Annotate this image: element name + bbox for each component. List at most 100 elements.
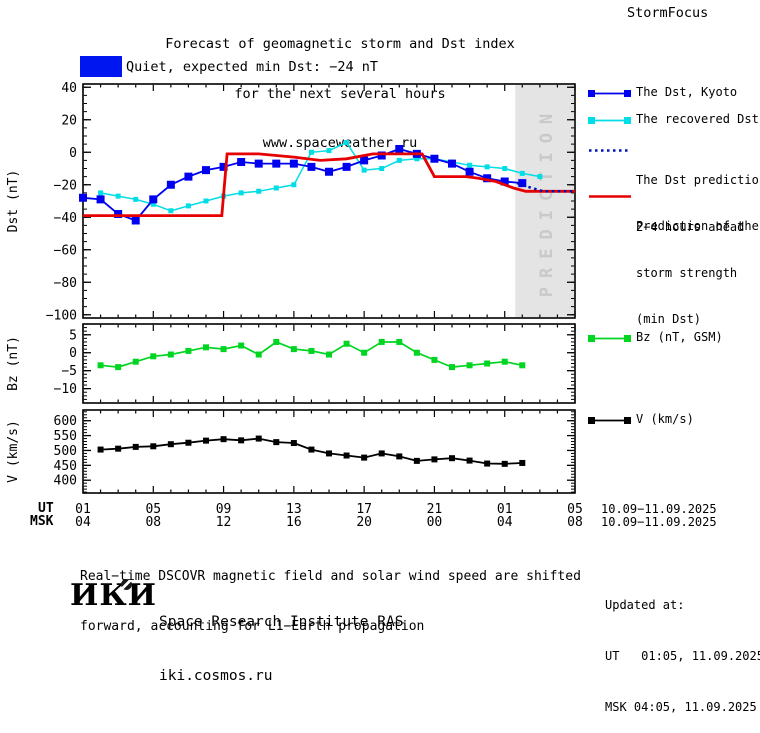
page-title: Forecast of geomagnetic storm and Dst in… (95, 3, 585, 168)
dst-kyoto-point (219, 162, 228, 171)
bz-point (150, 353, 157, 360)
dst-ytick-label: 40 (61, 81, 77, 96)
bz-point (378, 338, 385, 345)
v-point (308, 446, 315, 453)
dst-kyoto-point (500, 177, 509, 186)
legend-label: storm strength (636, 265, 738, 280)
dst-kyoto-point (114, 210, 123, 218)
bz-point (255, 351, 262, 358)
bz-point (431, 356, 438, 363)
dst-recovered-point (115, 193, 121, 199)
dst-ytick-label: −80 (54, 276, 77, 291)
dst-kyoto-point (377, 151, 386, 160)
v-point (167, 441, 174, 448)
msk-axis-prefix: MSK (30, 514, 54, 529)
series-dst-kyoto (82, 148, 523, 222)
series-dst-recovered (100, 141, 541, 212)
bz-point (203, 344, 209, 351)
v-point (115, 445, 122, 452)
dst-ytick-label: −60 (54, 243, 77, 258)
v-point (150, 443, 157, 450)
ut-tick-label: 21 (427, 502, 443, 517)
dst-kyoto-point (342, 162, 351, 171)
title-line-2: for the next several hours (234, 85, 446, 102)
dst-recovered-point (185, 203, 191, 209)
ut-axis-prefix: UT (38, 501, 54, 516)
bz-ytick-label: 0 (69, 346, 77, 361)
dst-kyoto-marker-icon (588, 88, 632, 104)
dst-kyoto-point (395, 145, 404, 153)
bz-point (167, 351, 174, 358)
v-point (273, 439, 280, 446)
dst-ytick-label: 0 (69, 146, 77, 161)
dst-kyoto-point (96, 195, 105, 204)
prediction-band-label: PREDICTION (537, 105, 557, 297)
v-ytick-label: 500 (54, 444, 77, 459)
dst-recovered-point (344, 140, 350, 145)
bz-point (501, 358, 508, 365)
dst-ytick-label: −100 (46, 308, 77, 323)
msk-tick-label: 08 (145, 515, 161, 530)
dst-recovered-point (519, 170, 525, 176)
institute-name: Space Research Institute RAS (159, 614, 404, 630)
dst-kyoto-point (131, 216, 140, 225)
dst-recovered-point (256, 188, 262, 194)
legend-label: The Dst, Kyoto (636, 85, 738, 99)
dst-recovered-point (396, 157, 402, 163)
v-point (203, 437, 209, 444)
dst-kyoto-point (289, 159, 298, 168)
storm-strength-marker-icon (588, 191, 632, 207)
date-range-ut: 10.09−11.09.2025 (601, 502, 717, 516)
v-point (413, 457, 420, 464)
dst-ytick-label: −40 (54, 211, 77, 226)
dst-kyoto-point (202, 166, 210, 175)
bz-point (326, 351, 332, 358)
dst-prediction-marker-icon (588, 145, 632, 161)
series-storm-strength (83, 152, 575, 218)
dst-recovered-point (537, 174, 543, 180)
dst-recovered-point (291, 182, 297, 188)
bz-point (413, 349, 420, 356)
legend-label: (min Dst) (636, 312, 702, 326)
dst-kyoto-point (254, 159, 263, 168)
ut-tick-label: 01 (497, 502, 513, 517)
bz-ytick-label: −10 (54, 382, 77, 397)
v-point (326, 450, 332, 457)
dst-kyoto-point (166, 180, 175, 189)
v-point (343, 452, 350, 459)
legend-label: V (km/s) (636, 412, 694, 426)
legend-item-dst-recovered: The recovered Dst (588, 112, 759, 131)
updated-ut: UT 01:05, 11.09.2025 (605, 649, 760, 663)
bz-point (308, 347, 315, 354)
v-point (255, 435, 262, 442)
storm-level-swatch (80, 56, 122, 77)
v-marker-icon (588, 415, 632, 431)
legend-label: Prediction of the (636, 219, 759, 233)
v-point (290, 440, 297, 447)
dst-kyoto-point (448, 159, 456, 168)
v-point (132, 443, 139, 450)
dst-recovered-point (361, 167, 367, 173)
v-point (449, 455, 455, 462)
dst-kyoto-point (79, 193, 87, 202)
dst-kyoto-point (307, 162, 316, 171)
bz-point (115, 364, 122, 371)
dst-kyoto-point (430, 154, 439, 163)
bz-ylabel: Bz (nT) (6, 336, 21, 391)
series-bz (100, 341, 523, 368)
storm-level-label: Quiet, expected min Dst: −24 nT (126, 59, 378, 75)
v-point (396, 453, 403, 460)
bz-point (466, 362, 473, 369)
msk-tick-label: 00 (427, 515, 443, 530)
dst-kyoto-point (465, 167, 474, 176)
date-range-msk: 10.09−11.09.2025 (601, 515, 717, 529)
legend-item-bz: Bz (nT, GSM) (588, 330, 723, 349)
dst-ytick-label: 20 (61, 113, 77, 128)
msk-tick-label: 04 (497, 515, 513, 530)
dst-recovered-point (98, 190, 104, 196)
bz-point (361, 349, 368, 356)
v-ytick-label: 400 (54, 474, 77, 489)
bz-point (484, 360, 491, 367)
bz-point (132, 358, 139, 365)
updated-label: Updated at: (605, 598, 685, 612)
